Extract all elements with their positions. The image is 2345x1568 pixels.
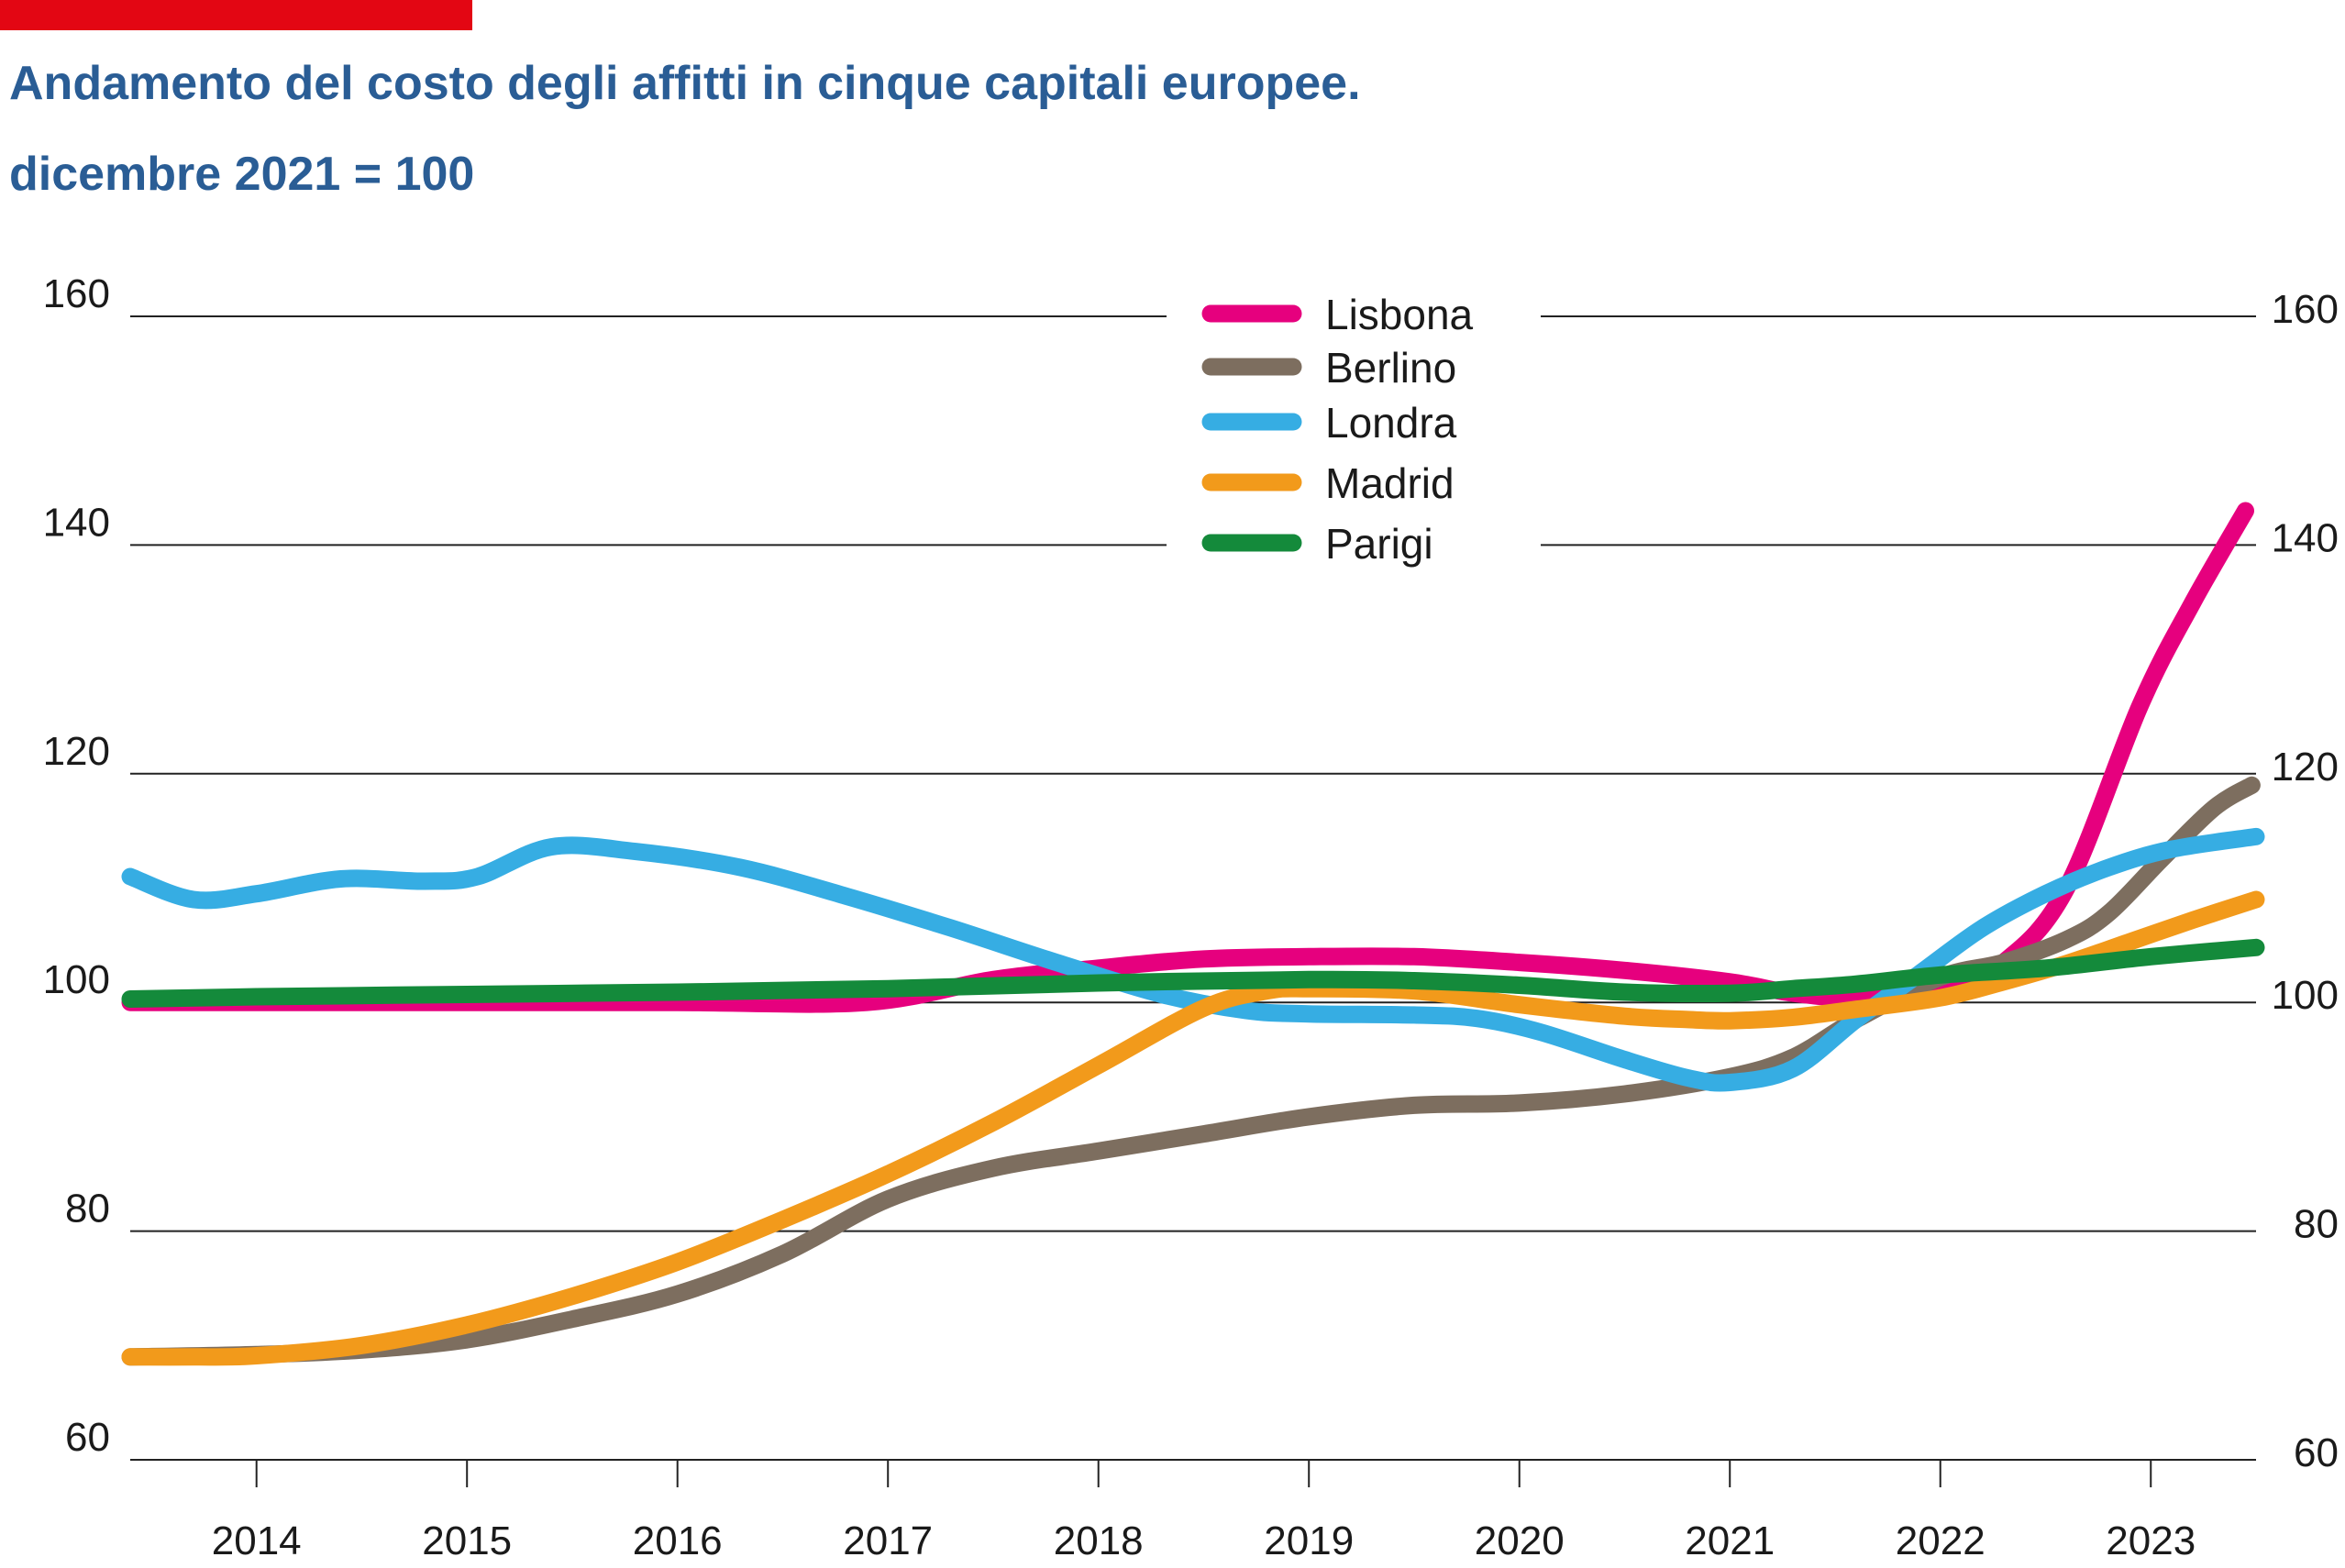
legend-label-londra: Londra <box>1325 399 1457 447</box>
accent-bar <box>0 0 472 30</box>
legend-label-lisbona: Lisbona <box>1325 291 1474 338</box>
y-tick-label-right: 100 <box>2272 973 2339 1018</box>
chart-subtitle: dicembre 2021 = 100 <box>9 148 474 201</box>
x-tick-label: 2019 <box>1264 1518 1354 1563</box>
x-tick-label: 2016 <box>633 1518 723 1563</box>
y-tick-label-left: 60 <box>65 1415 110 1460</box>
y-tick-label-right: 140 <box>2272 515 2339 560</box>
y-tick-label-right: 160 <box>2272 287 2339 332</box>
x-tick-label: 2017 <box>843 1518 933 1563</box>
x-tick-label: 2014 <box>212 1518 302 1563</box>
series-line-berlino <box>121 776 2261 1366</box>
legend-label-parigi: Parigi <box>1325 520 1433 568</box>
y-tick-label-left: 80 <box>65 1187 110 1231</box>
legend: Lisbona Berlino Londra Madrid Parigi <box>1201 291 1474 568</box>
y-tick-label-left: 100 <box>43 957 110 1002</box>
series-lines <box>121 502 2265 1366</box>
x-tick-label: 2020 <box>1475 1518 1565 1563</box>
x-tick-label: 2022 <box>1896 1518 1986 1563</box>
legend-label-madrid: Madrid <box>1325 459 1455 507</box>
axis-ticks: 60 60 80 80 100 100 120 120 140 140 160 160 2014 2015… <box>43 271 2339 1563</box>
x-tick-label: 2023 <box>2106 1518 2196 1563</box>
series-line-madrid <box>121 890 2265 1366</box>
y-tick-label-right: 120 <box>2272 745 2339 790</box>
series-line-lisbona <box>121 502 2254 1013</box>
y-tick-label-right: 80 <box>2294 1202 2339 1247</box>
legend-label-berlino: Berlino <box>1325 344 1456 392</box>
x-tick-label: 2018 <box>1054 1518 1144 1563</box>
y-tick-label-left: 140 <box>43 500 110 545</box>
series-line-parigi <box>121 938 2265 1008</box>
y-tick-label-right: 60 <box>2294 1430 2339 1475</box>
x-tick-label: 2015 <box>422 1518 512 1563</box>
chart-title: Andamento del costo degli affitti in cin… <box>9 57 1361 110</box>
y-tick-label-left: 120 <box>43 729 110 774</box>
x-tick-label: 2021 <box>1685 1518 1775 1563</box>
y-tick-label-left: 160 <box>43 271 110 316</box>
